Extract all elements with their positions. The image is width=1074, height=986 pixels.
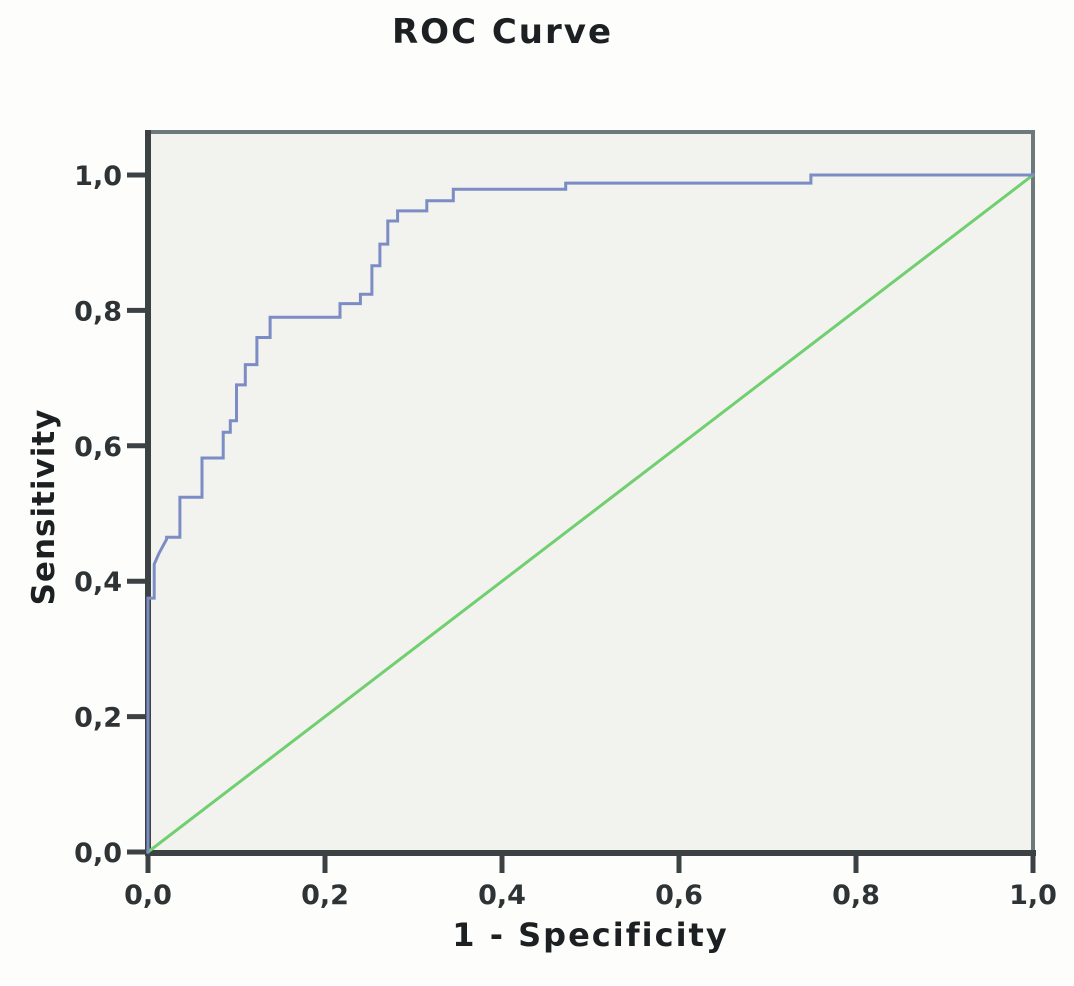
x-axis-title: 1 - Specificity xyxy=(452,916,729,954)
reference-diagonal-line xyxy=(145,172,1036,855)
y-tick-label: 1,0 xyxy=(74,161,122,192)
y-tick-label: 0,6 xyxy=(74,432,122,463)
y-tick-label: 0,8 xyxy=(74,296,122,327)
roc-curve-line xyxy=(146,173,1035,854)
plot-area xyxy=(146,132,1035,853)
x-tick-label: 0,0 xyxy=(124,880,172,911)
x-tick-label: 1,0 xyxy=(1009,880,1057,911)
y-tick-label: 0,0 xyxy=(74,838,122,869)
x-tick-label: 0,6 xyxy=(655,880,703,911)
x-tick-label: 0,8 xyxy=(832,880,880,911)
x-tick-label: 0,4 xyxy=(478,880,526,911)
chart-title: ROC Curve xyxy=(391,12,614,52)
x-tick-label: 0,2 xyxy=(301,880,349,911)
y-tick-label: 0,2 xyxy=(74,703,122,734)
y-tick-label: 0,4 xyxy=(74,567,122,598)
